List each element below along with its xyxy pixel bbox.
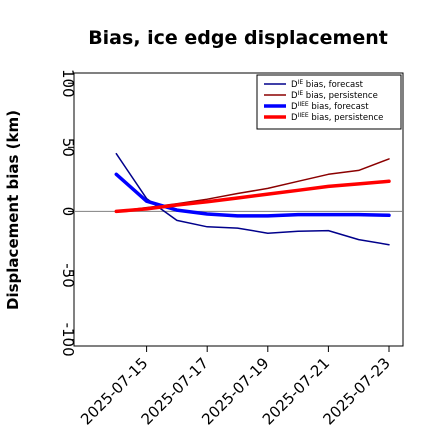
y-tick-label: -50 xyxy=(59,263,77,288)
y-tick-label: -100 xyxy=(59,323,77,357)
series-line-1 xyxy=(115,152,390,246)
y-tick-label: 0 xyxy=(59,207,77,217)
y-tick-label: 50 xyxy=(59,138,77,157)
y-tick-label: 100 xyxy=(59,69,77,98)
chart-title: Bias, ice edge displacement xyxy=(88,27,388,49)
legend-label-3: DIIEE bias, forecast xyxy=(291,101,369,112)
legend-label-2: DIE bias, persistence xyxy=(291,90,378,101)
series-line-4 xyxy=(114,179,391,214)
legend-label-4: DIIEE bias, persistence xyxy=(291,112,383,123)
legend-label-1: DIE bias, forecast xyxy=(291,79,364,90)
y-axis-title: Displacement bias (km) xyxy=(4,110,22,310)
plot-frame xyxy=(73,72,404,347)
